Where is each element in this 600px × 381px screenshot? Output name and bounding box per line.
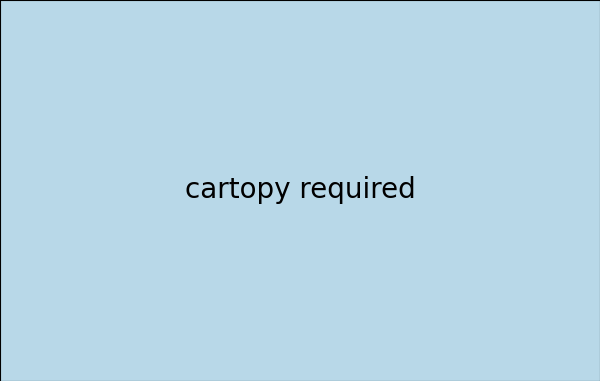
Text: cartopy required: cartopy required — [185, 176, 415, 205]
